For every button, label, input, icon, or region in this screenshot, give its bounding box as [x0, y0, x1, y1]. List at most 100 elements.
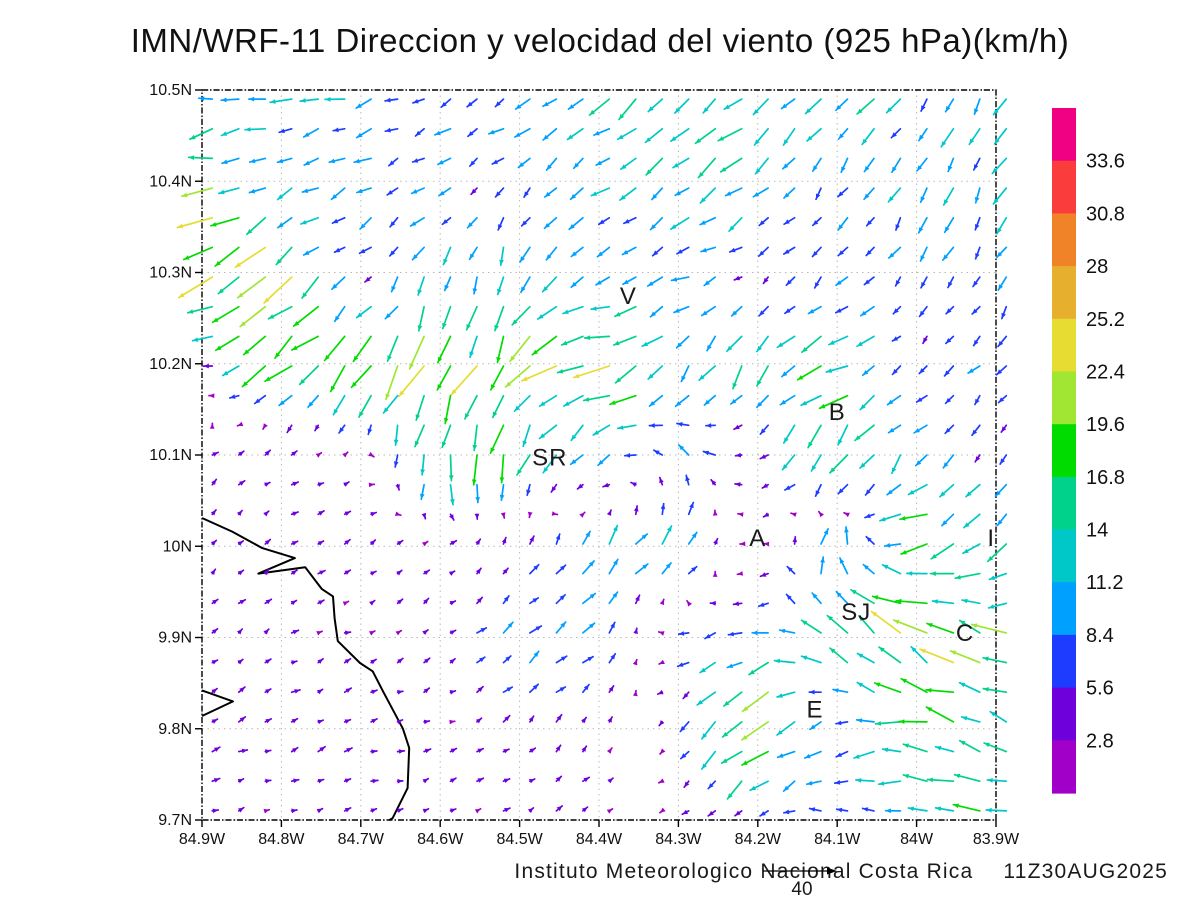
wind-arrow	[892, 305, 902, 315]
wind-arrow-head	[292, 630, 299, 635]
wind-arrow	[753, 127, 769, 146]
wind-arrow-head	[264, 482, 270, 487]
wind-arrow-head	[908, 489, 915, 495]
wind-arrow	[382, 394, 399, 414]
wind-arrow	[411, 157, 425, 163]
wind-arrow	[762, 541, 770, 547]
station-label: SR	[532, 445, 567, 472]
wind-arrow	[370, 689, 378, 695]
wind-arrow-head	[786, 279, 792, 286]
wind-arrow-head	[450, 808, 456, 813]
wind-arrow-head	[973, 280, 978, 287]
wind-arrow-head	[1001, 426, 1007, 433]
wind-arrow	[396, 749, 406, 754]
wind-arrow	[899, 513, 928, 521]
y-tick-label: 9.9N	[158, 630, 192, 647]
wind-arrow-head	[735, 810, 741, 816]
wind-arrow-head	[192, 337, 199, 342]
wind-arrow-head	[783, 249, 790, 254]
wind-arrow-head	[518, 162, 525, 168]
wind-arrow	[576, 483, 584, 490]
wind-arrow-head	[415, 130, 421, 136]
wind-arrow-head	[555, 534, 561, 540]
wind-arrow-head	[860, 310, 867, 316]
wind-arrow-head	[784, 219, 790, 225]
wind-arrow	[496, 276, 505, 296]
wind-arrow	[290, 746, 299, 753]
y-tick-label: 10.1N	[149, 447, 192, 464]
wind-arrow-head	[780, 399, 787, 405]
wind-arrow-head	[753, 109, 759, 115]
wind-arrow-head	[370, 571, 376, 576]
wind-arrow	[389, 216, 399, 228]
wind-arrow	[920, 276, 928, 289]
wind-arrow-head	[945, 338, 952, 344]
wind-arrow-head	[585, 531, 591, 538]
wind-arrow-head	[369, 540, 376, 546]
colorbar-cell	[1052, 740, 1076, 794]
wind-arrow-head	[864, 193, 870, 200]
wind-arrow	[943, 216, 955, 234]
wind-arrow	[253, 394, 267, 405]
wind-arrow	[396, 778, 404, 784]
wind-arrow-head	[237, 292, 244, 298]
wind-arrow-head	[701, 733, 708, 739]
wind-arrow-head	[371, 718, 377, 724]
wind-arrow	[555, 533, 561, 545]
wind-arrow-head	[391, 285, 396, 292]
wind-arrow	[870, 610, 902, 634]
wind-arrow-head	[734, 275, 741, 281]
wind-arrow	[723, 98, 743, 111]
colorbar-label: 2.8	[1086, 730, 1114, 752]
wind-arrow-head	[412, 99, 419, 104]
wind-arrow-head	[221, 97, 227, 103]
wind-arrow-head	[210, 509, 216, 516]
wind-arrow-head	[882, 747, 889, 753]
wind-arrow-head	[784, 192, 790, 198]
wind-arrow	[588, 98, 611, 116]
wind-arrow	[370, 511, 378, 517]
wind-arrow-head	[659, 807, 666, 813]
wind-arrow	[555, 686, 567, 694]
wind-arrow	[263, 568, 270, 576]
wind-arrow-head	[660, 503, 666, 510]
wind-arrow-head	[469, 160, 476, 167]
station-label: A	[749, 525, 766, 552]
wind-arrow	[572, 365, 611, 379]
wind-arrow-head	[691, 566, 697, 572]
wind-arrow-head	[635, 595, 640, 602]
wind-arrow	[475, 567, 482, 575]
wind-arrow	[954, 572, 981, 580]
wind-arrow-head	[753, 192, 760, 197]
wind-arrow	[356, 187, 372, 194]
wind-arrow-head	[241, 748, 248, 754]
wind-arrow-head	[344, 807, 351, 813]
wind-arrow	[646, 276, 664, 287]
wind-arrow-head	[995, 490, 1001, 497]
wind-arrow-head	[703, 450, 710, 456]
wind-arrow-head	[387, 355, 392, 362]
wind-arrow	[307, 394, 320, 408]
wind-arrow-head	[385, 393, 390, 400]
wind-arrow-head	[559, 687, 566, 692]
wind-arrow-head	[316, 631, 323, 636]
wind-arrow-head	[302, 188, 309, 193]
wind-arrow-head	[317, 778, 324, 784]
wind-arrow	[856, 98, 875, 115]
wind-arrow-head	[410, 221, 417, 226]
wind-arrow	[855, 778, 875, 783]
wind-arrow-head	[839, 558, 845, 564]
wind-arrow	[837, 127, 849, 140]
wind-arrow	[790, 512, 797, 517]
wind-arrow	[606, 509, 612, 516]
colorbar-label: 33.6	[1086, 151, 1125, 173]
wind-arrow	[469, 335, 478, 359]
wind-arrow	[290, 481, 300, 487]
wind-arrow-head	[276, 258, 282, 265]
wind-arrow	[727, 631, 743, 637]
wind-arrow	[278, 394, 293, 407]
wind-arrow-head	[500, 512, 506, 518]
wind-arrow-head	[598, 219, 605, 225]
wind-arrow-head	[666, 526, 672, 532]
wind-arrow	[616, 424, 637, 430]
